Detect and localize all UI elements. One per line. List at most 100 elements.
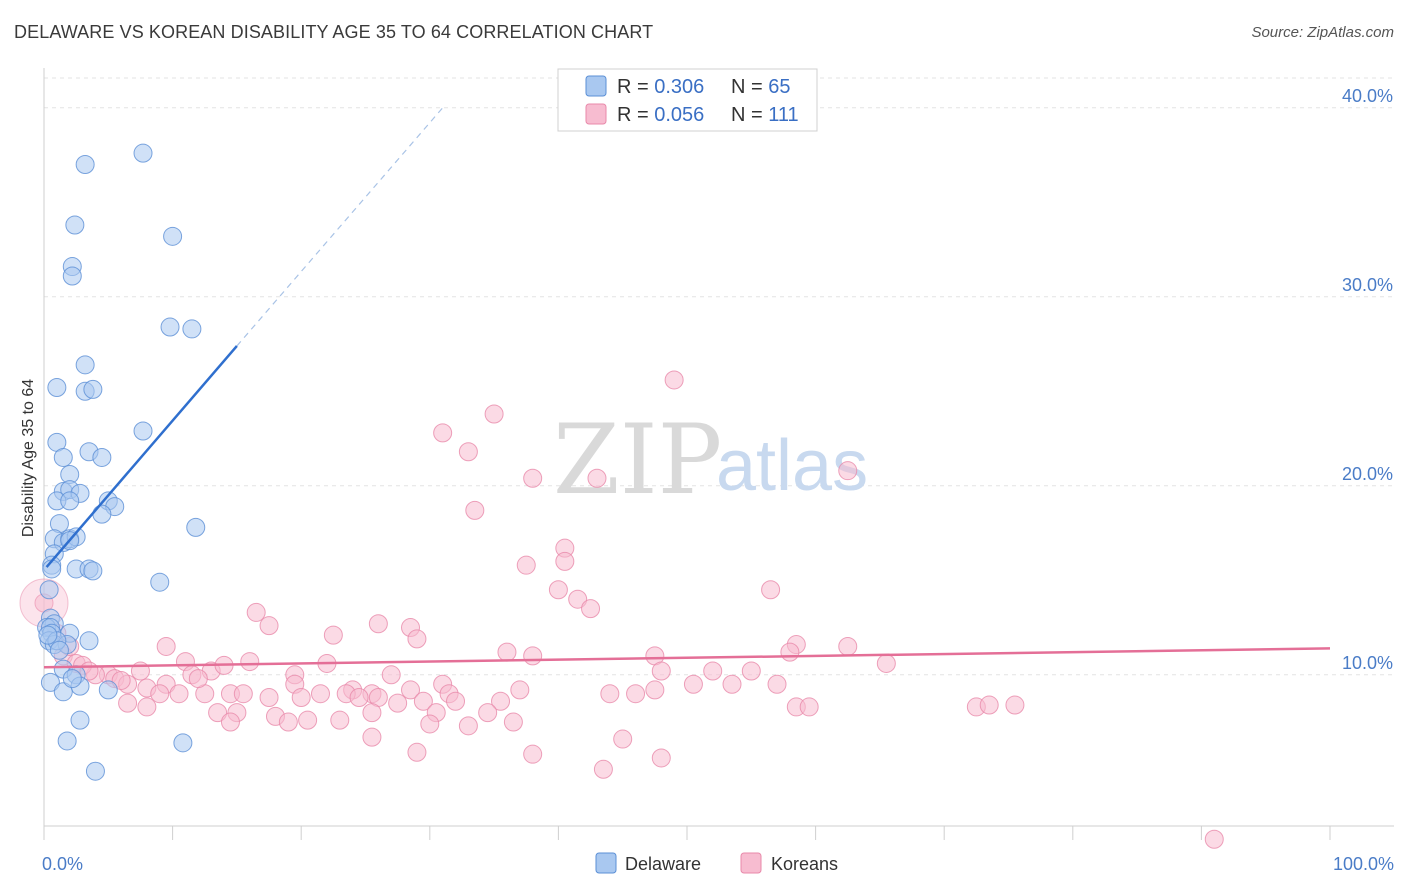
x-tick-label-100: 100.0% — [1333, 854, 1394, 874]
delaware-point-60 — [173, 733, 193, 753]
legend-n-value-delaware: 65 — [768, 76, 790, 98]
delaware-point-8 — [75, 355, 95, 375]
delaware-point-64 — [62, 669, 82, 689]
legend-n-value-koreans: 111 — [768, 104, 798, 126]
delaware-point-56 — [98, 680, 118, 700]
koreans-point-64 — [259, 687, 279, 707]
koreans-point-94 — [458, 716, 478, 736]
koreans-point-93 — [420, 714, 440, 734]
koreans-point-9 — [555, 551, 575, 571]
koreans-point-19 — [323, 625, 343, 645]
koreans-point-24 — [780, 642, 800, 662]
delaware-point-27 — [186, 517, 206, 537]
koreans-point-63 — [233, 684, 253, 704]
delaware-trend-line — [45, 345, 238, 568]
legend-n-label-koreans: N = — [731, 104, 768, 126]
koreans-point-16 — [368, 614, 388, 634]
koreans-point-22 — [838, 636, 858, 656]
koreans-point-65 — [291, 687, 311, 707]
koreans-point-85 — [503, 712, 523, 732]
koreans-point-67 — [349, 687, 369, 707]
koreans-point-66 — [310, 684, 330, 704]
koreans-point-45 — [722, 674, 742, 694]
bottom-legend: Delaware Koreans — [595, 852, 838, 874]
koreans-point-75 — [137, 697, 157, 717]
koreans-point-7 — [465, 500, 485, 520]
koreans-point-12 — [761, 580, 781, 600]
delaware-point-7 — [182, 319, 202, 339]
bottom-legend-label-delaware: Delaware — [625, 854, 701, 874]
koreans-point-5 — [523, 468, 543, 488]
top-legend: R = 0.306 N = 65 R = 0.056 N = 111 — [557, 68, 818, 132]
koreans-point-14 — [581, 599, 601, 619]
koreans-point-25 — [497, 642, 517, 662]
koreans-point-82 — [388, 693, 408, 713]
koreans-point-108 — [188, 669, 208, 689]
delaware-point-61 — [85, 761, 105, 781]
delaware-point-51 — [79, 631, 99, 651]
koreans-point-90 — [1005, 695, 1025, 715]
koreans-point-46 — [767, 674, 787, 694]
koreans-point-69 — [413, 691, 433, 711]
watermark: ZIP atlas — [553, 404, 868, 516]
y-tick-label-20: 20.0% — [1342, 464, 1393, 484]
koreans-point-60 — [169, 684, 189, 704]
koreans-point-11 — [548, 580, 568, 600]
delaware-point-57 — [53, 682, 73, 702]
koreans-point-80 — [330, 710, 350, 730]
legend-r-label-koreans: R = — [617, 104, 654, 126]
koreans-point-15 — [246, 602, 266, 622]
koreans-point-43 — [381, 665, 401, 685]
watermark-zip: ZIP — [553, 404, 722, 516]
koreans-point-35 — [703, 661, 723, 681]
koreans-point-4 — [838, 461, 858, 481]
bottom-legend-swatch-delaware — [595, 852, 617, 874]
x-tick-label-0: 0.0% — [42, 854, 83, 874]
legend-r-value-delaware: 0.306 — [654, 76, 704, 98]
y-tick-label-40: 40.0% — [1342, 86, 1393, 106]
koreans-point-3 — [458, 442, 478, 462]
koreans-point-89 — [979, 695, 999, 715]
delaware-point-15 — [53, 447, 73, 467]
legend-n-label-delaware: N = — [731, 76, 768, 98]
axes: 10.0% 20.0% 30.0% 40.0% — [43, 68, 1394, 840]
koreans-point-100 — [593, 759, 613, 779]
koreans-point-87 — [799, 697, 819, 717]
chart-title: DELAWARE VS KOREAN DISABILITY AGE 35 TO … — [14, 22, 654, 42]
delaware-point-0 — [75, 155, 95, 174]
delaware-point-1 — [133, 143, 153, 163]
delaware-point-16 — [92, 447, 112, 467]
koreans-point-33 — [876, 653, 896, 673]
source-credit: Source: ZipAtlas.com — [1251, 24, 1394, 41]
delaware-point-3 — [163, 226, 183, 246]
koreans-point-70 — [446, 691, 466, 711]
koreans-point-51 — [401, 680, 421, 700]
delaware-trend-extension — [236, 107, 444, 347]
koreans-point-31 — [240, 652, 260, 672]
koreans-point-6 — [587, 468, 607, 488]
delaware-point-25 — [92, 504, 112, 524]
koreans-point-74 — [118, 693, 138, 713]
koreans-point-73 — [626, 684, 646, 704]
koreans-point-84 — [478, 703, 498, 723]
delaware-point-9 — [47, 378, 67, 398]
svg-text:N = 111: N = 111 — [731, 104, 799, 126]
koreans-point-81 — [362, 703, 382, 723]
bottom-legend-swatch-koreans — [740, 852, 762, 874]
gridlines — [44, 77, 1394, 676]
koreans-point-101 — [1204, 829, 1224, 849]
koreans-point-47 — [683, 674, 703, 694]
koreans-point-72 — [600, 684, 620, 704]
koreans-point-10 — [516, 555, 536, 575]
delaware-series — [37, 143, 206, 781]
delaware-point-40 — [39, 580, 59, 600]
koreans-point-53 — [645, 680, 665, 700]
delaware-point-59 — [57, 731, 77, 751]
koreans-point-52 — [510, 680, 530, 700]
koreans-point-21 — [156, 636, 176, 656]
svg-text:N = 65: N = 65 — [731, 76, 791, 98]
koreans-point-34 — [651, 661, 671, 681]
koreans-series — [19, 370, 1224, 849]
legend-r-value-koreans: 0.056 — [654, 104, 704, 126]
koreans-point-13 — [568, 589, 588, 609]
